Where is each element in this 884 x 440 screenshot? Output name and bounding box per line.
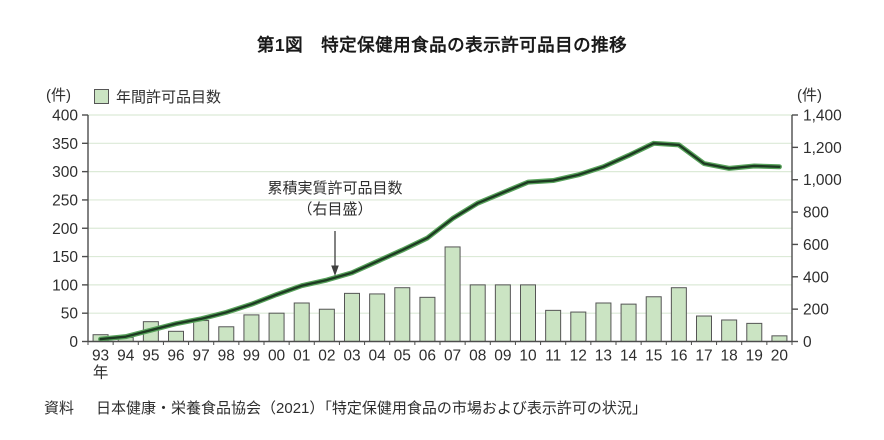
bar-15 bbox=[645, 296, 662, 342]
right-axis-label: 600 bbox=[803, 237, 829, 254]
left-axis-label: 150 bbox=[52, 249, 78, 266]
x-axis-label: 08 bbox=[469, 348, 486, 365]
bar-20 bbox=[771, 335, 788, 342]
x-axis-label: 12 bbox=[570, 348, 587, 365]
bar-05 bbox=[394, 287, 411, 342]
bar-07 bbox=[444, 246, 461, 342]
x-axis-label: 01 bbox=[293, 348, 310, 365]
bar-97 bbox=[193, 320, 210, 342]
bar-16 bbox=[670, 287, 687, 342]
right-axis-label: 800 bbox=[803, 205, 829, 222]
left-axis-label: 250 bbox=[52, 192, 78, 209]
left-axis-unit: (件) bbox=[46, 87, 71, 104]
bar-04 bbox=[369, 293, 386, 342]
bar-13 bbox=[595, 302, 612, 342]
x-axis-label: 09 bbox=[494, 348, 511, 365]
left-axis-label: 300 bbox=[52, 164, 78, 181]
right-axis-label: 1,400 bbox=[803, 108, 842, 125]
right-axis-label: 200 bbox=[803, 302, 829, 319]
chart-title: 第1図 特定保健用食品の表示許可品目の推移 bbox=[256, 35, 628, 55]
left-axis-label: 350 bbox=[52, 136, 78, 153]
line-annotation: 累積実質許可品目数 （右目盛） bbox=[235, 178, 435, 220]
x-axis-label: 98 bbox=[218, 348, 235, 365]
bar-14 bbox=[620, 303, 637, 343]
left-axis-label: 400 bbox=[52, 108, 78, 125]
x-axis-label: 03 bbox=[343, 348, 360, 365]
x-axis-label: 93 bbox=[92, 348, 109, 365]
bar-02 bbox=[318, 308, 335, 343]
x-axis-label: 10 bbox=[519, 348, 537, 365]
x-axis-label: 11 bbox=[545, 348, 561, 365]
left-axis-label: 200 bbox=[52, 221, 78, 238]
x-axis-unit-label: 年 bbox=[93, 364, 109, 382]
bar-03 bbox=[344, 292, 360, 342]
source-label: 資料 bbox=[44, 400, 75, 417]
source-note: 資料 日本健康・栄養食品協会（2021）「特定保健用食品の市場および表示許可の状況… bbox=[44, 397, 647, 418]
x-axis-label: 16 bbox=[670, 348, 687, 365]
bar-18 bbox=[721, 319, 738, 343]
bar-10 bbox=[520, 284, 536, 342]
x-axis-label: 17 bbox=[695, 348, 712, 365]
left-axis-label: 100 bbox=[52, 277, 78, 294]
bar-98 bbox=[218, 326, 235, 342]
x-axis-label: 20 bbox=[771, 348, 789, 365]
bar-17 bbox=[696, 315, 712, 342]
bar-19 bbox=[746, 322, 763, 343]
x-axis-label: 15 bbox=[645, 348, 662, 365]
x-axis-label: 95 bbox=[142, 348, 159, 365]
x-axis-label: 13 bbox=[595, 348, 612, 365]
legend-swatch-icon bbox=[94, 89, 109, 104]
bar-08 bbox=[469, 284, 486, 342]
bar-06 bbox=[419, 296, 436, 342]
x-axis-label: 02 bbox=[318, 348, 335, 365]
bar-09 bbox=[494, 284, 511, 342]
right-axis-label: 0 bbox=[803, 334, 812, 351]
source-text: 日本健康・栄養食品協会（2021）「特定保健用食品の市場および表示許可の状況」 bbox=[96, 400, 647, 417]
line-annotation-text-2: （右目盛） bbox=[297, 201, 373, 218]
legend-label: 年間許可品目数 bbox=[116, 89, 222, 106]
bar-96 bbox=[168, 330, 184, 342]
x-axis-label: 19 bbox=[746, 348, 763, 365]
bar-99 bbox=[243, 314, 260, 343]
x-axis-label: 94 bbox=[117, 348, 135, 365]
x-axis-label: 07 bbox=[444, 348, 461, 365]
bar-01 bbox=[293, 302, 310, 342]
x-axis-label: 14 bbox=[620, 348, 638, 365]
x-axis-label: 06 bbox=[419, 348, 436, 365]
right-axis-unit: (件) bbox=[797, 87, 822, 104]
x-axis-label: 05 bbox=[394, 348, 411, 365]
x-axis-label: 00 bbox=[268, 348, 286, 365]
x-axis-label: 18 bbox=[721, 348, 738, 365]
legend: 年間許可品目数 bbox=[94, 86, 221, 107]
x-axis-label: 99 bbox=[243, 348, 260, 365]
right-axis-label: 1,200 bbox=[803, 140, 842, 157]
bar-12 bbox=[570, 311, 587, 342]
x-axis-label: 97 bbox=[193, 348, 210, 365]
cumulative-line bbox=[99, 142, 781, 341]
left-axis-label: 0 bbox=[69, 334, 78, 351]
x-axis-label: 04 bbox=[369, 348, 387, 365]
bar-00 bbox=[268, 312, 285, 342]
right-axis-label: 1,000 bbox=[803, 172, 842, 189]
right-axis-label: 400 bbox=[803, 269, 829, 286]
x-axis-label: 96 bbox=[167, 348, 184, 365]
bar-11 bbox=[545, 309, 562, 343]
annotation-arrow-head-icon bbox=[331, 265, 339, 276]
line-annotation-text-1: 累積実質許可品目数 bbox=[267, 180, 403, 197]
left-axis-label: 50 bbox=[61, 306, 79, 323]
